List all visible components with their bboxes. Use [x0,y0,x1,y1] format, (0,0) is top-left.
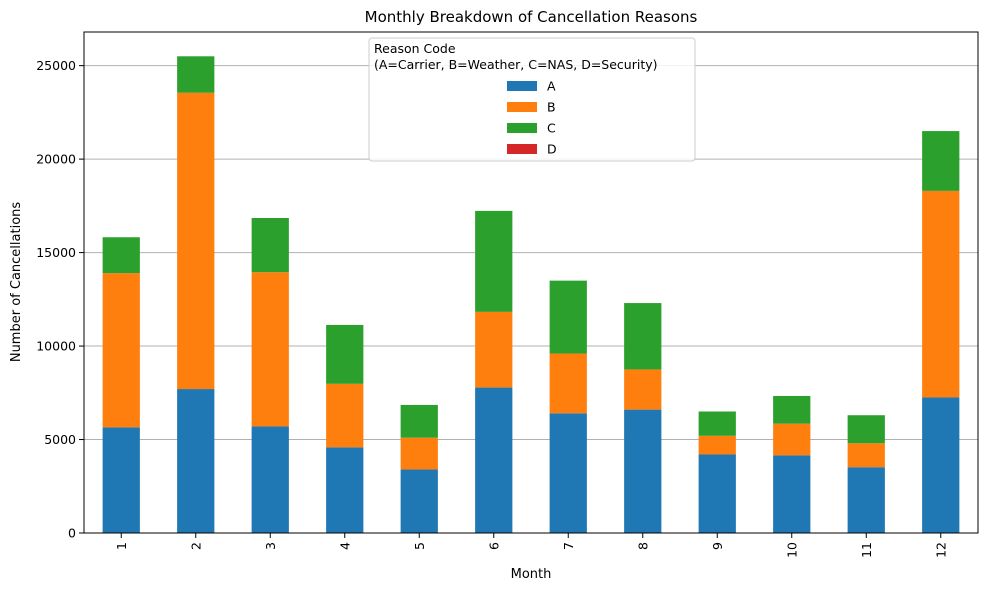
bar-segment-b-month-1 [102,273,140,428]
bar-segment-a-month-5 [400,469,438,533]
legend-swatch-c [507,123,537,133]
x-axis-title: Month [511,567,552,582]
x-tick-label: 11 [859,542,874,558]
bar-segment-c-month-6 [475,210,513,312]
legend-label-c: C [547,121,556,136]
y-tick-label: 25000 [36,58,76,73]
bar-segment-b-month-12 [922,190,960,398]
chart-title: Monthly Breakdown of Cancellation Reason… [365,8,698,26]
bar-segment-a-month-7 [549,413,587,533]
legend-label-b: B [547,100,556,115]
bar-segment-b-month-10 [773,423,811,456]
bar-segment-b-month-7 [549,353,587,414]
bar-segment-a-month-6 [475,387,513,533]
bar-segment-a-month-9 [698,454,736,533]
x-tick-label: 3 [263,542,278,550]
bar-segment-c-month-2 [177,56,215,93]
bar-segment-a-month-12 [922,397,960,533]
bar-segment-a-month-8 [624,409,662,533]
legend-title-line2: (A=Carrier, B=Weather, C=NAS, D=Security… [374,57,658,72]
x-tick-label: 2 [188,542,203,550]
plot-frame [83,31,979,534]
x-tick-label: 12 [933,542,948,558]
bar-segment-b-month-2 [177,92,215,390]
bar-segment-a-month-3 [251,426,289,533]
bar-segment-b-month-9 [698,435,736,455]
legend-swatch-a [507,81,537,91]
bar-segment-a-month-4 [326,447,364,533]
y-axis-title: Number of Cancellations [9,202,24,363]
legend-box [368,37,696,162]
legend-label-d: D [547,142,557,157]
x-tick-label: 7 [561,542,576,550]
x-tick-label: 6 [486,542,501,550]
bar-segment-b-month-4 [326,383,364,448]
bars [102,56,960,533]
bar-segment-c-month-7 [549,280,587,354]
legend-swatch-b [507,102,537,112]
x-tick-label: 4 [337,542,352,550]
bar-segment-b-month-11 [847,443,885,468]
bar-segment-c-month-11 [847,415,885,444]
bar-segment-b-month-6 [475,311,513,388]
y-tick-label: 5000 [44,432,76,447]
x-tick-label: 1 [114,542,129,550]
y-tick-label: 15000 [36,245,76,260]
x-tick-label: 9 [710,542,725,550]
bar-segment-c-month-10 [773,395,811,424]
bar-segment-a-month-11 [847,467,885,533]
bar-segment-c-month-4 [326,324,364,384]
x-tick-label: 8 [635,542,650,550]
bar-segment-b-month-5 [400,437,438,470]
bar-segment-a-month-10 [773,455,811,533]
bar-segment-a-month-1 [102,427,140,533]
y-tick-label: 10000 [36,339,76,354]
y-tick-label: 20000 [36,152,76,167]
x-tick-label: 10 [784,542,799,558]
bar-segment-b-month-3 [251,272,289,427]
bar-segment-c-month-3 [251,218,289,273]
bar-segment-c-month-5 [400,404,438,438]
bar-segment-c-month-1 [102,237,140,274]
bar-segment-a-month-2 [177,389,215,533]
x-tick-label: 5 [412,542,427,550]
legend-label-a: A [547,79,556,94]
legend: Reason Code (A=Carrier, B=Weather, C=NAS… [368,37,696,162]
legend-title-line1: Reason Code [374,41,456,56]
bar-segment-c-month-8 [624,303,662,370]
bar-segment-b-month-8 [624,369,662,410]
bar-segment-c-month-12 [922,131,960,191]
bar-segment-c-month-9 [698,411,736,436]
y-tick-label: 0 [68,526,76,541]
legend-swatch-d [507,144,537,154]
